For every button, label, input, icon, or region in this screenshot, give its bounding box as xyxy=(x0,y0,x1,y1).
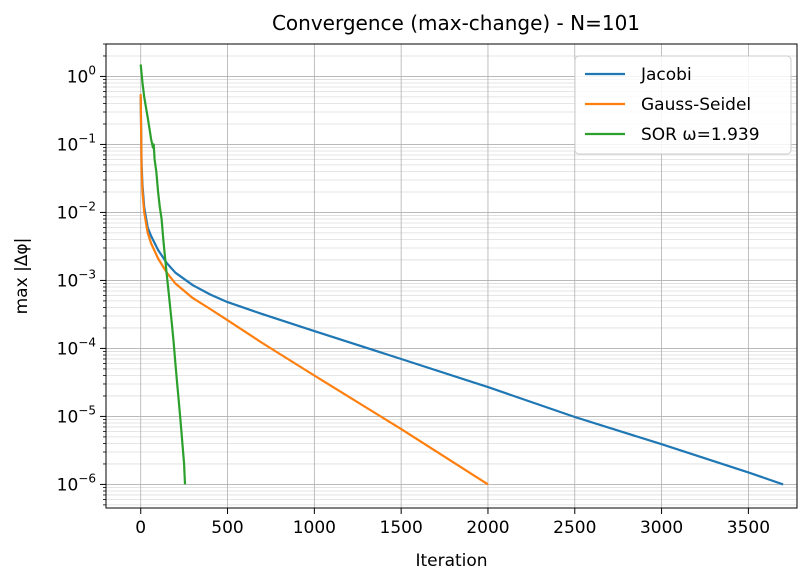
y-tick-label: 10−6 xyxy=(57,471,96,495)
axis-ticks: 0 500 1000 1500 2000 2500 3000 3500 100 10−1 10−2 1… xyxy=(57,43,770,538)
y-axis-label: max |Δφ| xyxy=(12,238,32,315)
y-tick-label: 10−5 xyxy=(57,403,96,427)
series-line xyxy=(139,64,187,485)
legend-label: Gauss-Seidel xyxy=(641,95,751,115)
x-tick-label: 500 xyxy=(211,518,243,538)
x-axis-label: Iteration xyxy=(415,551,487,571)
x-tick-label: 2500 xyxy=(553,518,596,538)
x-tick-label: 3500 xyxy=(727,518,770,538)
y-tick-label: 10−3 xyxy=(57,267,96,291)
chart-title: Convergence (max-change) - N=101 xyxy=(272,11,640,35)
x-tick-label: 1000 xyxy=(293,518,336,538)
legend-box xyxy=(574,55,792,155)
y-tick-label: 10−1 xyxy=(57,131,96,155)
x-tick-label: 2000 xyxy=(466,518,509,538)
legend: Jacobi Gauss-Seidel SOR ω=1.939 xyxy=(574,55,792,155)
y-tick-label: 10−4 xyxy=(57,335,96,359)
legend-label: Jacobi xyxy=(640,65,692,85)
x-tick-label: 0 xyxy=(135,518,146,538)
plot-area xyxy=(105,43,798,509)
y-tick-label: 100 xyxy=(67,63,96,87)
legend-label: SOR ω=1.939 xyxy=(641,125,760,145)
series-lines xyxy=(139,64,784,486)
y-tick-label: 10−2 xyxy=(57,199,96,223)
x-tick-label: 1500 xyxy=(380,518,423,538)
x-tick-label: 3000 xyxy=(640,518,683,538)
series-line xyxy=(139,94,489,486)
